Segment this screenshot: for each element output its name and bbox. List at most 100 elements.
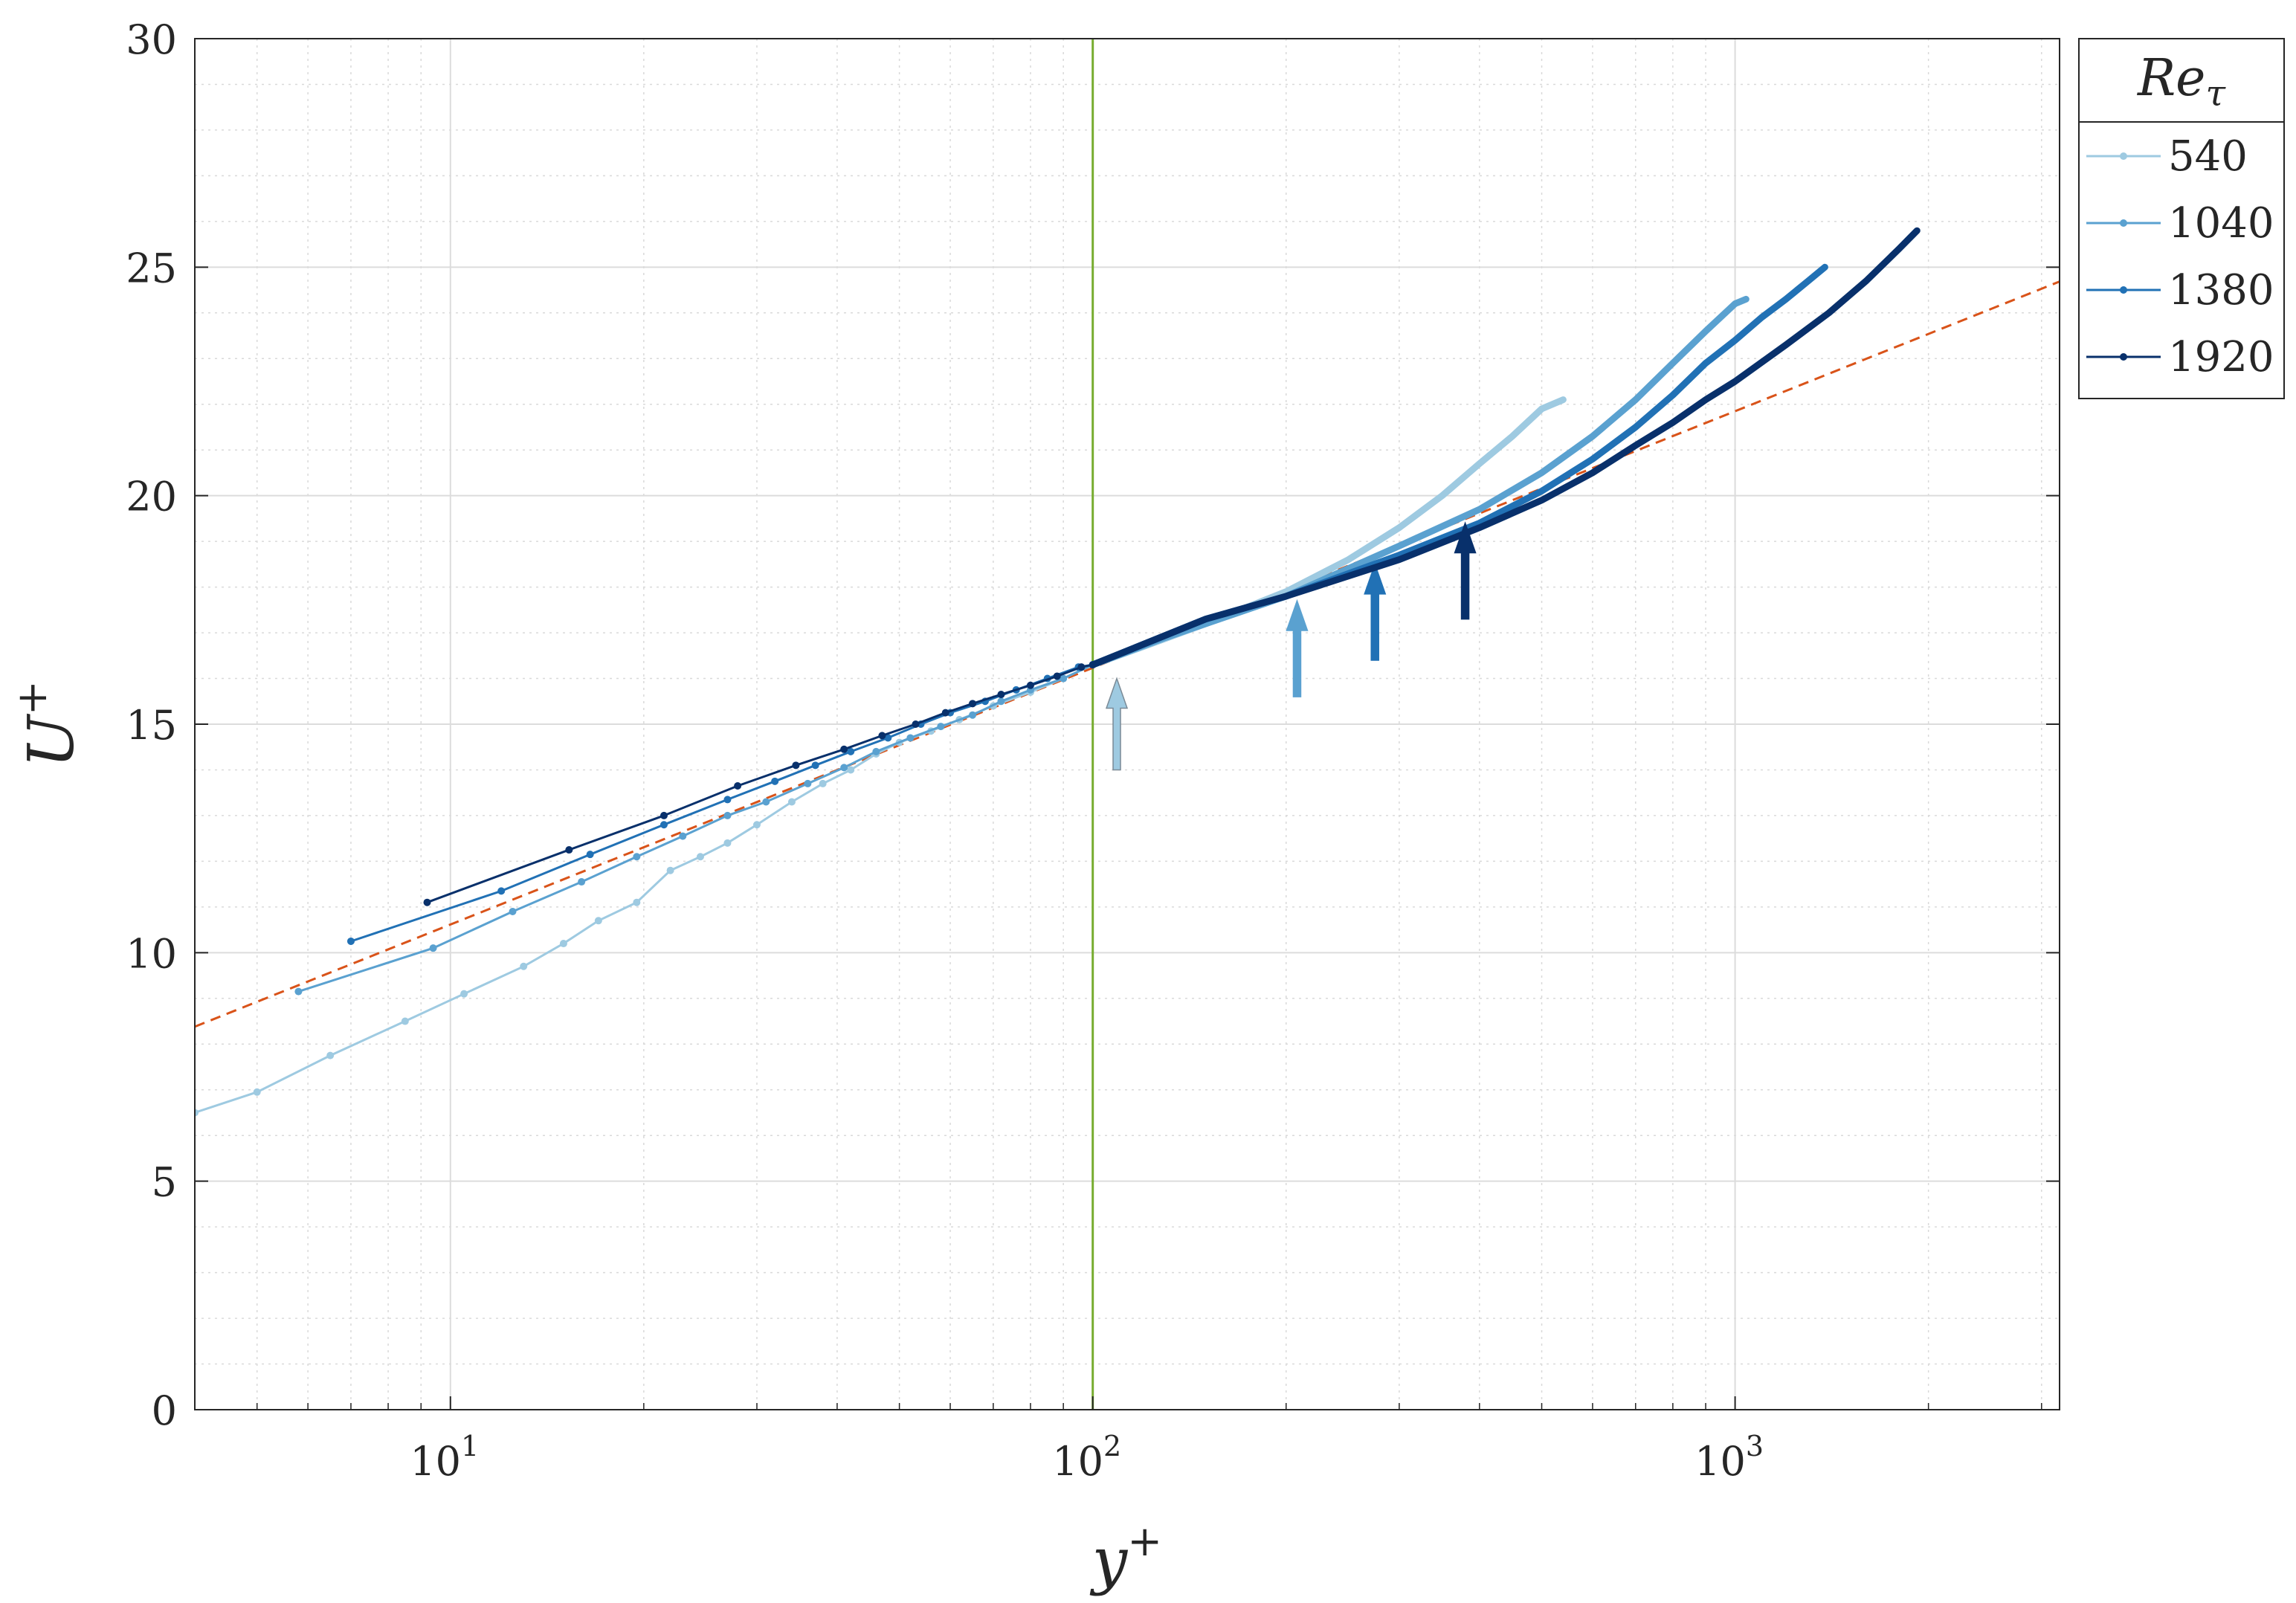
series-point-1040 (804, 779, 812, 787)
y-tick-label: 20 (126, 474, 177, 520)
x-tick-label-base: 10 (410, 1438, 461, 1485)
series-point-1380 (884, 734, 892, 742)
series-point-1040 (633, 853, 641, 861)
series-point-540 (666, 866, 674, 874)
series-point-1040 (937, 723, 945, 731)
legend-swatch-marker-540 (2120, 152, 2127, 160)
series-point-1920 (423, 898, 431, 906)
series-point-540 (253, 1088, 261, 1096)
y-tick-label: 15 (126, 702, 177, 749)
series-point-1040 (840, 764, 848, 772)
legend-title-sub: τ (2205, 73, 2226, 115)
series-point-1380 (660, 821, 668, 829)
series-point-1380 (497, 887, 506, 895)
series-point-540 (326, 1051, 335, 1059)
ticks (194, 38, 2060, 1410)
series-point-1920 (734, 781, 742, 790)
series-point-1040 (509, 908, 517, 916)
series-point-1040 (578, 878, 586, 886)
series-point-1920 (1089, 661, 1097, 669)
y-tick-label: 5 (152, 1159, 177, 1206)
y-axis-label-base: U (15, 713, 88, 768)
legend-label-540: 540 (2168, 132, 2248, 181)
log-law-line (195, 280, 2060, 1028)
x-tick-label-exp: 1 (461, 1430, 479, 1462)
legend: Reτ 540 1040 1380 1920 (2078, 38, 2285, 399)
series-point-1920 (1077, 663, 1086, 671)
x-tick-label-base: 10 (1052, 1438, 1103, 1485)
series-point-1380 (811, 761, 819, 770)
series-point-1040 (429, 944, 437, 952)
x-tick-label-exp: 3 (1746, 1430, 1764, 1462)
series-point-1920 (660, 811, 668, 819)
x-tick-label: 101 (410, 1430, 479, 1485)
legend-items: 540 1040 1380 1920 (2086, 132, 2274, 381)
series-point-1380 (723, 796, 732, 804)
series-point-540 (559, 940, 567, 948)
series-point-1040 (762, 798, 770, 806)
series-point-1920 (969, 700, 977, 708)
legend-label-1380: 1380 (2168, 266, 2274, 315)
y-axis-label: U+ (8, 680, 88, 768)
series-point-1040 (906, 734, 915, 742)
series-point-1040 (997, 697, 1005, 706)
x-axis-label-base: y (1089, 1524, 1129, 1597)
legend-title: Reτ (2136, 49, 2226, 115)
series-point-1380 (586, 851, 594, 859)
series-point-1040 (969, 711, 977, 719)
series-line-inner-1040 (297, 663, 1094, 993)
series-point-1380 (847, 747, 855, 755)
series-line-outer-1920 (1089, 227, 1921, 668)
series-point-1920 (941, 709, 949, 717)
series-arrow-1920 (1454, 521, 1477, 620)
series-point-1920 (912, 720, 920, 728)
series-point-540 (847, 766, 855, 774)
y-axis-label-sup: + (8, 680, 57, 715)
x-tick-label: 102 (1052, 1430, 1121, 1485)
series-point-540 (723, 839, 732, 847)
series-point-1920 (1053, 672, 1061, 680)
series-point-540 (696, 853, 704, 861)
series-point-540 (460, 990, 468, 998)
legend-swatch-marker-1040 (2120, 219, 2127, 227)
x-tick-label: 103 (1694, 1430, 1764, 1485)
data-layer (195, 39, 2060, 1410)
legend-title-base: Re (2136, 49, 2205, 108)
x-axis-label: y+ (1089, 1517, 1162, 1597)
series-point-540 (633, 898, 641, 906)
series-point-1920 (1026, 681, 1034, 689)
x-tick-label-exp: 2 (1103, 1430, 1121, 1462)
y-tick-label: 25 (126, 245, 177, 291)
series-point-1040 (679, 832, 687, 840)
x-tick-label-base: 10 (1694, 1438, 1746, 1485)
series-point-540 (401, 1017, 409, 1025)
legend-box (2078, 38, 2285, 399)
series-point-540 (195, 1109, 199, 1117)
series-point-1920 (565, 846, 573, 854)
series-point-540 (594, 917, 602, 925)
legend-label-1040: 1040 (2168, 199, 2274, 248)
y-tick-label: 30 (126, 16, 177, 63)
series-point-1040 (723, 811, 732, 819)
series-point-1920 (997, 691, 1005, 699)
series-point-1380 (346, 937, 355, 945)
plot-area (194, 38, 2060, 1410)
series-arrow-1380 (1364, 562, 1387, 661)
series-point-1040 (294, 987, 303, 996)
legend-swatch-marker-1380 (2120, 286, 2127, 294)
series-point-1920 (840, 745, 848, 753)
series-point-1040 (1060, 674, 1068, 683)
series-point-540 (520, 962, 528, 970)
series-point-1920 (878, 732, 886, 740)
series-point-540 (752, 821, 761, 829)
series-point-1920 (792, 761, 800, 770)
legend-label-1920: 1920 (2168, 333, 2274, 381)
series-arrow-540 (1105, 677, 1129, 771)
series-point-1380 (771, 777, 779, 785)
series-arrow-1040 (1286, 599, 1309, 697)
legend-swatch-marker-1920 (2120, 353, 2127, 361)
y-tick-label: 10 (126, 930, 177, 977)
x-axis-label-sup: + (1127, 1517, 1162, 1566)
